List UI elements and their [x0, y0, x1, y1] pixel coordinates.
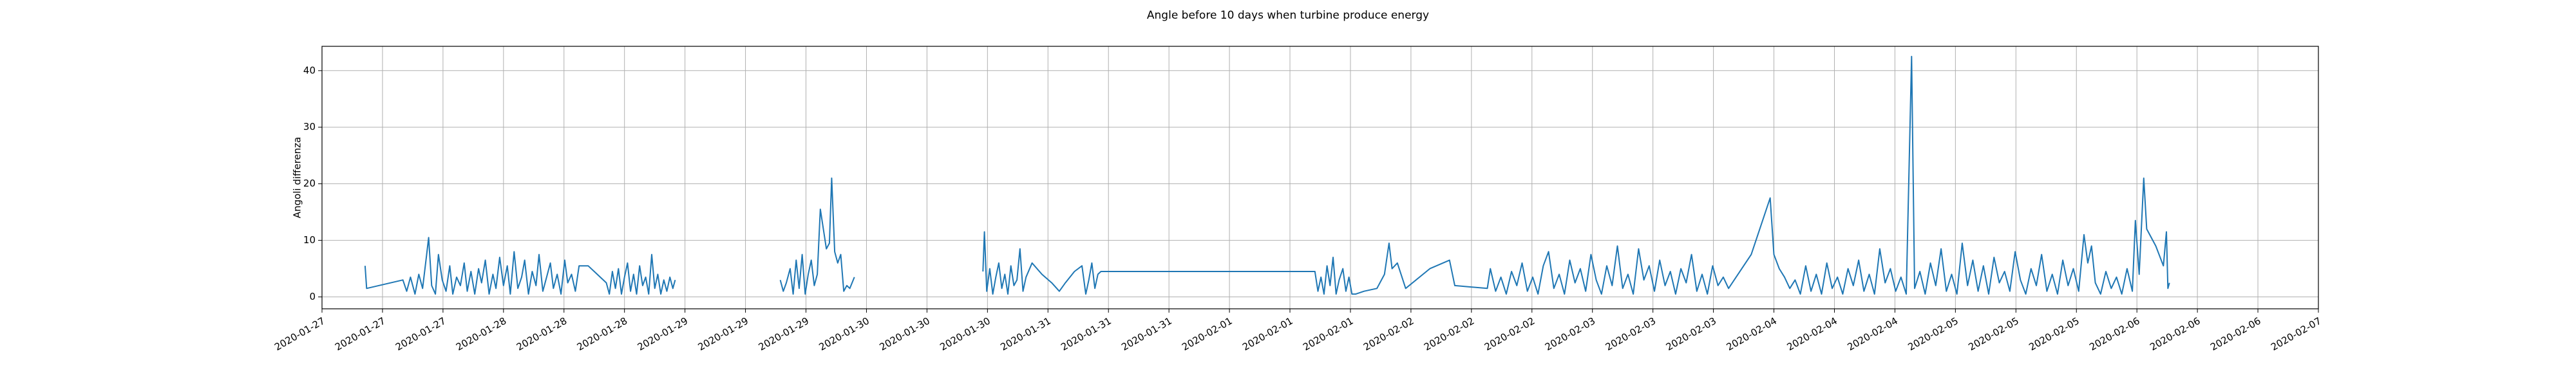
x-tick-label: 2020-02-02	[1422, 315, 1477, 353]
chart-title: Angle before 10 days when turbine produc…	[1147, 9, 1429, 22]
plot-frame	[321, 46, 2319, 309]
x-tick-label: 2020-01-29	[696, 315, 751, 353]
x-tick-label: 2020-01-28	[454, 315, 509, 353]
y-tick-label: 0	[309, 291, 316, 302]
x-tick-label: 2020-01-27	[272, 315, 327, 353]
y-axis-label: Angoli differenza	[292, 137, 303, 218]
x-tick-label: 2020-01-30	[817, 315, 872, 353]
x-tick-label: 2020-02-06	[2208, 315, 2263, 353]
data-line	[364, 55, 2170, 295]
x-tick-label: 2020-01-28	[515, 315, 569, 353]
x-tick-label: 2020-02-03	[1604, 315, 1658, 353]
x-tick-label: 2020-02-04	[1785, 315, 1840, 353]
x-tick-label: 2020-01-30	[877, 315, 932, 353]
x-tick-label: 2020-02-03	[1543, 315, 1598, 353]
x-tick-label: 2020-01-27	[333, 315, 388, 353]
x-tick-label: 2020-02-05	[2027, 315, 2081, 353]
x-tick-label: 2020-02-04	[1846, 315, 1900, 353]
x-tick-label: 2020-02-03	[1664, 315, 1719, 353]
x-tick-label: 2020-01-31	[1059, 315, 1113, 353]
y-tick-label: 30	[303, 121, 316, 133]
y-tick-label: 20	[303, 178, 316, 189]
x-tick-label: 2020-01-31	[998, 315, 1053, 353]
x-tick-label: 2020-01-29	[757, 315, 811, 353]
x-tick-label: 2020-01-31	[1119, 315, 1174, 353]
x-tick-label: 2020-02-02	[1482, 315, 1537, 353]
x-tick-label: 2020-01-28	[575, 315, 630, 353]
x-tick-label: 2020-02-01	[1301, 315, 1356, 353]
y-tick-label: 10	[303, 234, 316, 246]
y-tick-label: 40	[303, 64, 316, 76]
x-tick-label: 2020-01-27	[393, 315, 448, 353]
x-tick-label: 2020-02-01	[1180, 315, 1235, 353]
x-tick-label: 2020-02-05	[1906, 315, 1960, 353]
x-tick-label: 2020-02-02	[1361, 315, 1416, 353]
x-tick-label: 2020-02-04	[1725, 315, 1779, 353]
x-tick-label: 2020-02-05	[1966, 315, 2021, 353]
x-tick-label: 2020-02-01	[1240, 315, 1295, 353]
x-tick-label: 2020-02-07	[2269, 315, 2324, 353]
x-tick-label: 2020-02-06	[2148, 315, 2202, 353]
x-tick-label: 2020-01-29	[636, 315, 690, 353]
x-tick-label: 2020-01-30	[938, 315, 992, 353]
x-tick-label: 2020-02-06	[2087, 315, 2142, 353]
